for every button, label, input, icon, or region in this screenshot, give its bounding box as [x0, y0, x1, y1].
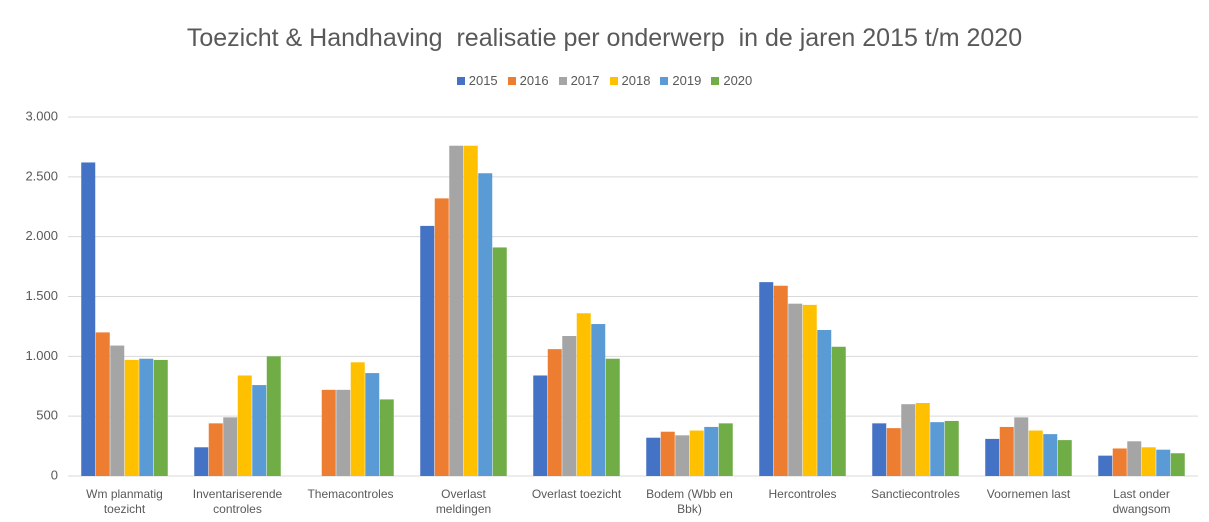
legend-item: 2020 — [711, 73, 752, 88]
bar — [139, 358, 154, 476]
bar — [817, 330, 832, 476]
legend-label: 2018 — [621, 73, 651, 88]
legend-item: 2015 — [456, 73, 498, 88]
legend-swatch — [711, 76, 720, 85]
bar — [237, 375, 252, 476]
bar — [336, 389, 351, 476]
bar — [802, 304, 817, 476]
bar — [478, 173, 493, 476]
bar — [449, 145, 464, 476]
bar — [153, 359, 168, 476]
bar — [759, 282, 774, 476]
x-tick-label: Hercontroles — [768, 487, 837, 501]
bar — [533, 375, 548, 476]
bar — [208, 423, 223, 476]
bar — [365, 373, 380, 476]
bar — [124, 359, 139, 476]
x-tick-label: Bodem (Wbb en Bbk) — [646, 487, 733, 516]
legend-swatch — [558, 76, 567, 85]
bar — [1112, 448, 1127, 476]
bar — [999, 426, 1014, 476]
bar — [576, 313, 591, 476]
bar — [831, 346, 846, 476]
legend-swatch — [456, 76, 465, 85]
bar — [591, 324, 606, 476]
legend-label: 2020 — [723, 73, 753, 88]
legend: 2015 2016 2017 2018 2019 2020 — [0, 73, 1209, 88]
bar — [1156, 449, 1171, 476]
x-tick-label: Themacontroles — [307, 487, 394, 501]
bar — [901, 404, 916, 476]
legend-label: 2015 — [468, 73, 498, 88]
bar — [321, 389, 336, 476]
bar — [434, 198, 449, 476]
x-tick-label: Wm planmatig toezicht — [86, 487, 163, 516]
bar — [95, 332, 110, 476]
bar — [252, 385, 267, 476]
y-tick-label: 3.000 — [25, 108, 58, 123]
bar — [492, 247, 507, 476]
bar — [660, 431, 675, 476]
y-tick-label: 1.000 — [25, 348, 58, 363]
y-tick-label: 2.500 — [25, 168, 58, 183]
bar — [1141, 447, 1156, 476]
legend-item: 2019 — [660, 73, 701, 88]
bar — [675, 435, 690, 476]
bar — [718, 423, 733, 476]
y-tick-label: 0 — [51, 467, 58, 482]
x-tick-label: Inventariserende controles — [192, 487, 283, 516]
legend-item: 2016 — [507, 73, 549, 88]
x-tick-label: Overlast meldingen — [435, 487, 492, 516]
bar — [788, 303, 803, 476]
bar — [886, 428, 901, 476]
y-tick-label: 1.500 — [25, 288, 58, 303]
chart-title: Toezicht & Handhaving realisatie per ond… — [186, 24, 1023, 52]
bar — [379, 399, 394, 476]
bar — [1098, 455, 1113, 476]
bar — [547, 349, 562, 476]
bar — [350, 362, 365, 476]
bar — [1057, 440, 1072, 476]
bar — [1127, 441, 1142, 476]
legend-label: 2019 — [672, 73, 702, 88]
bar — [463, 145, 478, 476]
bar — [1170, 453, 1185, 476]
bar — [646, 437, 661, 476]
x-tick-label: Last onder dwangsom — [1112, 487, 1171, 516]
x-tick-label: Overlast toezicht — [531, 487, 622, 501]
legend-swatch — [609, 76, 618, 85]
x-tick-label: Sanctiecontroles — [871, 487, 960, 501]
bar — [605, 358, 620, 476]
bar — [194, 447, 209, 476]
bar — [81, 162, 96, 476]
y-tick-label: 2.000 — [25, 228, 58, 243]
bar — [1043, 434, 1058, 476]
legend-item: 2017 — [558, 73, 600, 88]
bar — [985, 438, 1000, 476]
bar — [223, 417, 238, 476]
bar — [1014, 417, 1029, 476]
bar — [266, 356, 281, 476]
bar — [562, 335, 577, 476]
legend-label: 2017 — [570, 73, 600, 88]
bar — [930, 422, 945, 476]
bar — [1028, 430, 1043, 476]
legend-swatch — [507, 76, 516, 85]
legend-label: 2016 — [519, 73, 549, 88]
bar — [689, 430, 704, 476]
bar — [420, 225, 435, 476]
bar — [944, 420, 959, 476]
legend-item: 2018 — [609, 73, 651, 88]
bar — [704, 426, 719, 476]
bar — [110, 345, 125, 476]
bar — [773, 285, 788, 476]
bar — [872, 423, 887, 476]
x-tick-label: Voornemen last — [986, 487, 1071, 501]
legend-swatch — [660, 76, 669, 85]
y-tick-label: 500 — [36, 408, 58, 423]
bar — [915, 403, 930, 476]
